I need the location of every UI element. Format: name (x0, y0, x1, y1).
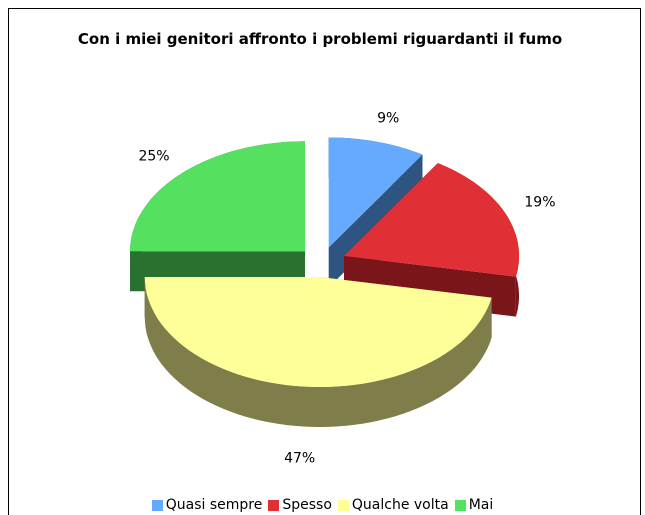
pie-slice (328, 137, 423, 248)
pie-slice (344, 163, 519, 277)
legend-label: Quasi sempre (165, 497, 263, 513)
legend-item: Qualche volta (337, 497, 449, 513)
chart-border (8, 8, 641, 515)
legend-item: Quasi sempre (151, 497, 263, 513)
legend-swatch (151, 499, 163, 511)
legend: Quasi sempre Spesso Qualche volta Mai (0, 497, 645, 513)
chart-title: Con i miei genitori affronto i problemi … (77, 30, 563, 48)
legend-swatch (337, 499, 349, 511)
pie-slice (130, 141, 305, 252)
data-label: 25% (138, 148, 169, 164)
data-label: 9% (377, 111, 399, 127)
pie-slice (144, 277, 492, 387)
data-label: 47% (284, 451, 315, 467)
data-label: 19% (524, 195, 555, 211)
slice-side (144, 277, 492, 427)
legend-item: Mai (454, 497, 494, 513)
legend-item: Spesso (268, 497, 332, 513)
legend-label: Mai (468, 497, 494, 513)
legend-label: Spesso (282, 497, 332, 513)
legend-swatch (268, 499, 280, 511)
legend-swatch (454, 499, 466, 511)
legend-label: Qualche volta (351, 497, 449, 513)
